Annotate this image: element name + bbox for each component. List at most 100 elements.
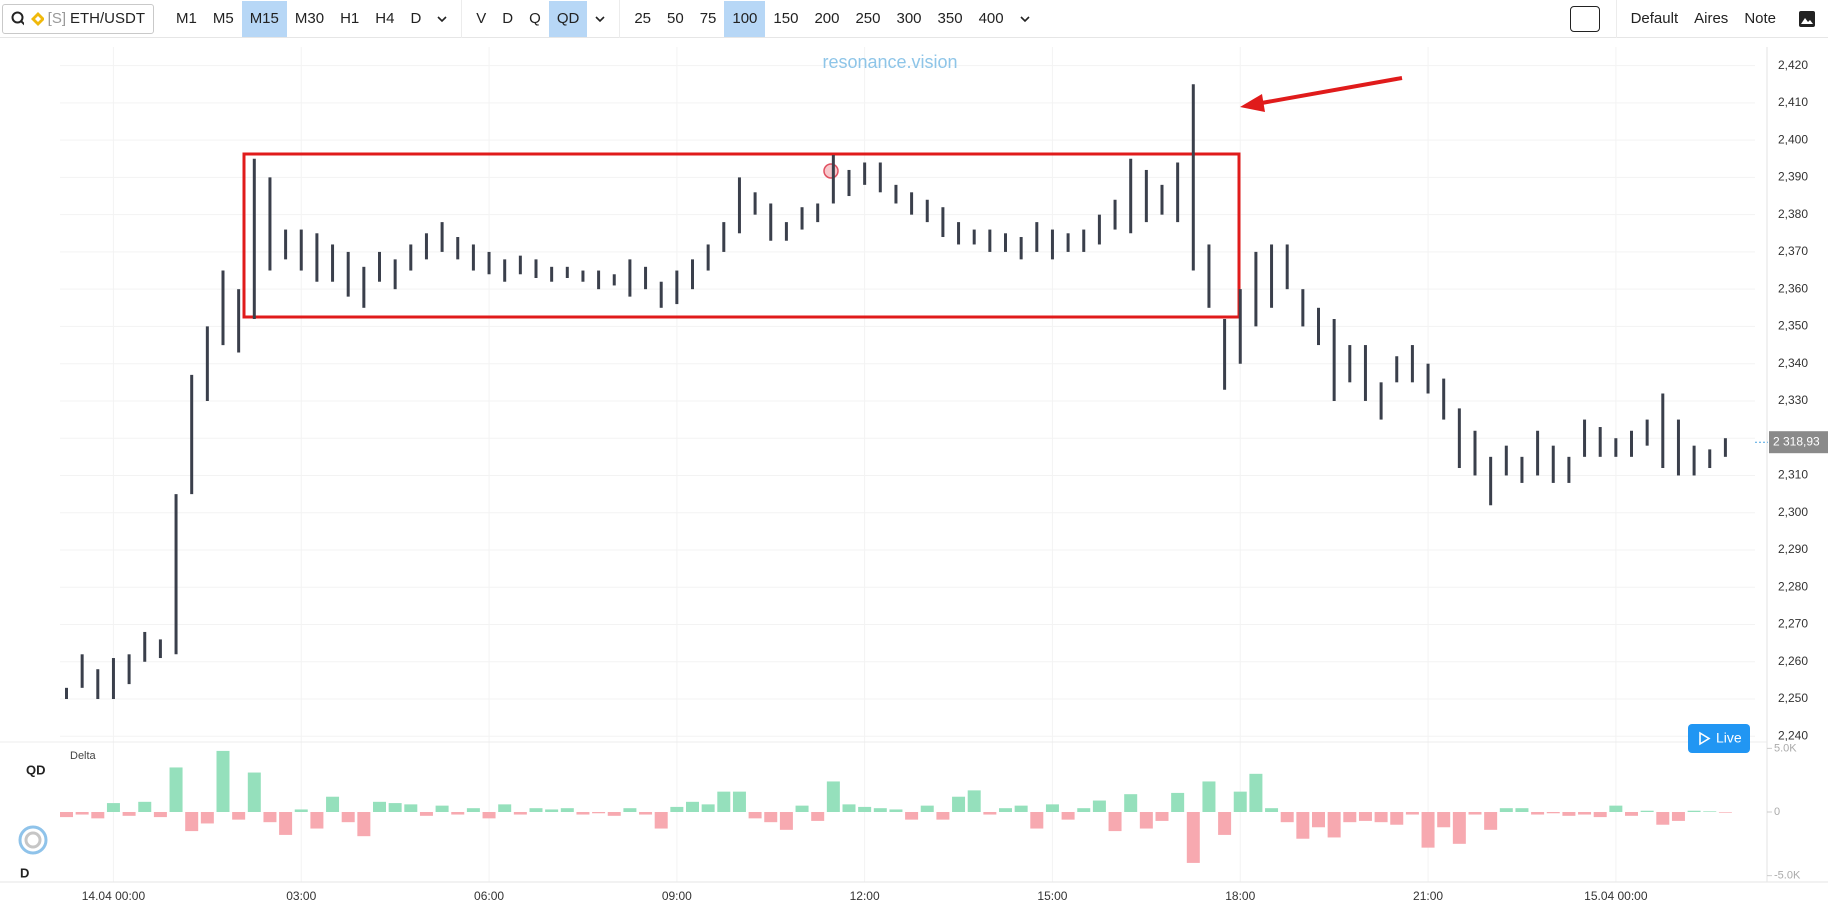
- delta-bar: [153, 812, 167, 818]
- delta-bar: [1390, 812, 1404, 825]
- toolbar-button[interactable]: M30: [294, 9, 325, 27]
- toolbar-button[interactable]: QD: [548, 0, 588, 37]
- live-bg[interactable]: [1688, 724, 1750, 753]
- y-tick-label: 2,240: [1778, 728, 1808, 742]
- delta-bar: [1718, 812, 1732, 813]
- delta-bar: [1358, 812, 1372, 821]
- delta-bar: [294, 809, 308, 812]
- delta-bar: [498, 804, 512, 812]
- delta-bar: [873, 808, 887, 812]
- y-tick-label: 2,300: [1778, 505, 1808, 519]
- delta-bar: [983, 812, 997, 815]
- delta-bar: [247, 772, 261, 812]
- x-tick-label: 06:00: [474, 889, 504, 903]
- delta-bar: [451, 812, 465, 815]
- delta-bar: [106, 803, 120, 812]
- toolbar-button[interactable]: 200: [814, 9, 840, 27]
- delta-bar: [1030, 812, 1044, 829]
- y-tick-label: 2,360: [1778, 281, 1808, 295]
- preset-group: Default Aires Note: [1615, 0, 1790, 38]
- toolbar-button[interactable]: M1: [176, 9, 197, 27]
- toolbar-button[interactable]: M5: [212, 9, 234, 27]
- toolbar-button[interactable]: M15: [241, 0, 287, 37]
- delta-bar: [1092, 800, 1106, 812]
- toolbar-button[interactable]: 250: [855, 9, 881, 27]
- delta-bar: [1609, 805, 1623, 812]
- delta-bar: [185, 812, 199, 832]
- dropdown[interactable]: [1020, 14, 1030, 24]
- y2-tick-label: 0: [1774, 806, 1780, 818]
- toolbar-button[interactable]: Q: [529, 9, 541, 27]
- live-button[interactable]: Live: [1688, 724, 1750, 753]
- y-tick-label: 2,400: [1778, 132, 1808, 146]
- toolbar-button[interactable]: 100: [724, 0, 766, 37]
- toolbar-button[interactable]: 25: [634, 9, 651, 27]
- delta-bar: [1405, 812, 1419, 815]
- y-tick-label: 2,280: [1778, 579, 1808, 593]
- dropdown[interactable]: [595, 14, 605, 24]
- delta-bar: [341, 812, 355, 823]
- color-box[interactable]: [1569, 5, 1600, 32]
- delta-bar: [1139, 812, 1153, 829]
- toolbar-button[interactable]: 400: [978, 9, 1004, 27]
- delta-bar: [1265, 808, 1279, 812]
- toolbar-button[interactable]: H4: [375, 9, 395, 27]
- delta-bar: [732, 791, 746, 812]
- toolbar-button[interactable]: V: [476, 9, 487, 27]
- delta-bar: [513, 812, 527, 815]
- delta-bar: [404, 804, 418, 812]
- timeframe-group: M1 M5 M15 M30 H1 H4 D: [162, 0, 463, 38]
- delta-bar: [1562, 812, 1576, 816]
- marker[interactable]: [823, 163, 839, 179]
- delta-bar: [670, 806, 684, 812]
- delta-bar: [122, 812, 136, 816]
- toolbar-button[interactable]: Default: [1630, 9, 1679, 27]
- y2-tick-label: -5.0K: [1774, 870, 1801, 882]
- delta-bar: [952, 796, 966, 812]
- delta-bar: [1045, 804, 1059, 812]
- x-tick-label: 15:00: [1037, 889, 1067, 903]
- toolbar-button[interactable]: 150: [773, 9, 799, 27]
- arrow-shaft[interactable]: [1255, 76, 1403, 106]
- y-tick-label: 2,260: [1778, 654, 1808, 668]
- delta-bar: [639, 812, 653, 815]
- delta-bar: [811, 812, 825, 821]
- delta-bar: [1703, 811, 1717, 812]
- y-tick-label: 2,410: [1778, 95, 1808, 109]
- y-tick-label: 2,250: [1778, 691, 1808, 705]
- logo: [18, 825, 48, 855]
- delta-bar: [1202, 781, 1216, 812]
- toolbar-button[interactable]: D: [410, 9, 422, 27]
- y-tick-label: 2,390: [1778, 170, 1808, 184]
- toolbar-button[interactable]: 75: [699, 9, 717, 27]
- delta-bar: [529, 808, 543, 812]
- delta-bar: [1515, 808, 1529, 812]
- delta-bar: [576, 812, 590, 815]
- dropdown[interactable]: [437, 14, 447, 24]
- delta-bar: [1374, 812, 1388, 823]
- delta-bar: [1312, 812, 1325, 828]
- delta-bar: [795, 805, 809, 812]
- toolbar: [S] ETH/USDT M1 M5 M15 M30 H1 H4 D V D Q QD 25 50 7…: [0, 0, 1828, 38]
- live-label[interactable]: Live: [1716, 730, 1742, 746]
- delta-bar: [169, 767, 183, 812]
- toolbar-button[interactable]: Aires: [1694, 9, 1729, 27]
- arrow-head: [1240, 94, 1265, 112]
- toolbar-button[interactable]: Note: [1744, 9, 1776, 27]
- range-box[interactable]: [242, 152, 1241, 319]
- toolbar-button[interactable]: 300: [896, 9, 922, 27]
- y-tick-label: 2,370: [1778, 244, 1808, 258]
- toolbar-button[interactable]: 350: [937, 9, 963, 27]
- delta-bar: [1061, 812, 1075, 820]
- delta-bar: [936, 812, 950, 820]
- pane-title: Delta: [70, 750, 97, 762]
- toolbar-button[interactable]: 50: [667, 9, 684, 27]
- toolbar-button[interactable]: H1: [340, 9, 360, 27]
- symbol-search[interactable]: [S] ETH/USDT: [2, 3, 154, 34]
- toolbar-button[interactable]: D: [502, 9, 514, 27]
- delta-bar: [1171, 792, 1185, 812]
- delta-bar: [1280, 812, 1294, 823]
- delta-bar: [1578, 812, 1592, 815]
- screenshot-icon[interactable]: [1798, 10, 1816, 28]
